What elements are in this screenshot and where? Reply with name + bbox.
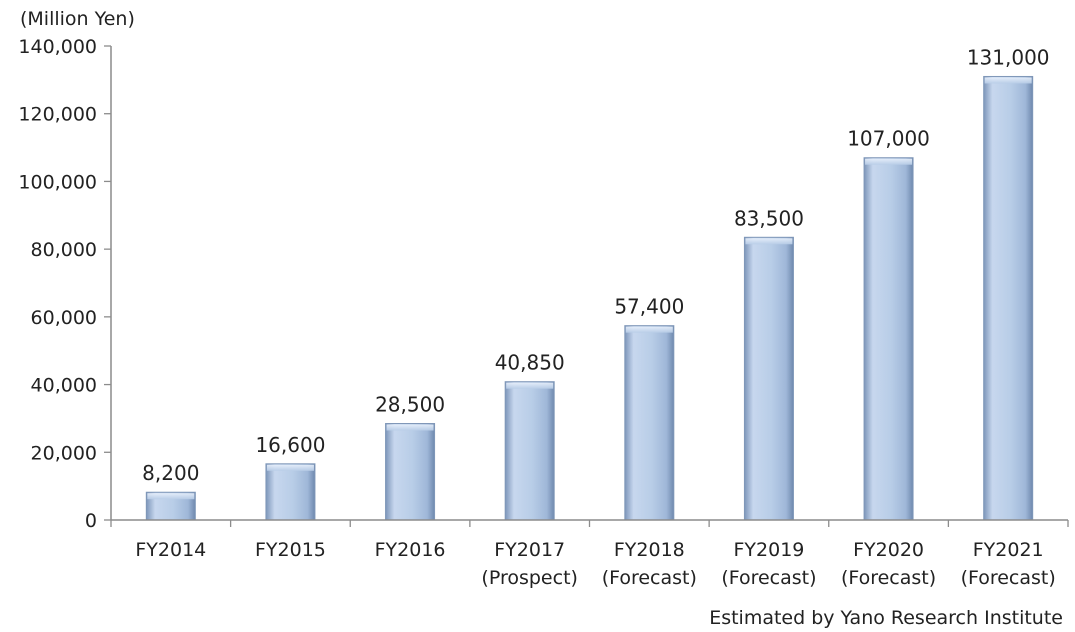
bar-top-highlight [147, 493, 195, 500]
x-category-label: FY2015 [255, 539, 326, 561]
data-label: 40,850 [495, 351, 565, 375]
bar-top-highlight [984, 77, 1032, 84]
x-category-sublabel: (Prospect) [481, 567, 578, 589]
y-tick-label: 40,000 [31, 375, 97, 397]
bar-top-highlight [625, 326, 673, 333]
data-label: 83,500 [734, 206, 804, 230]
y-tick-label: 0 [85, 510, 97, 532]
x-category-sublabel: (Forecast) [721, 567, 816, 589]
bar-top-highlight [506, 382, 554, 389]
x-category-sublabel: (Forecast) [841, 567, 936, 589]
bar-top-highlight [745, 238, 793, 245]
data-label: 8,200 [142, 461, 199, 485]
x-category-label: FY2014 [135, 539, 206, 561]
bar-top-highlight [865, 158, 913, 165]
bar [504, 381, 555, 521]
y-tick-label: 140,000 [18, 36, 97, 58]
y-tick-label: 100,000 [18, 171, 97, 193]
bar-top-highlight [386, 424, 434, 431]
x-category-label: FY2021 [973, 539, 1044, 561]
data-label: 131,000 [967, 45, 1050, 69]
bar [863, 157, 914, 521]
x-category-label: FY2016 [375, 539, 446, 561]
y-tick-label: 120,000 [18, 104, 97, 126]
bar [983, 75, 1034, 521]
y-tick-label: 60,000 [31, 307, 97, 329]
source-note: Estimated by Yano Research Institute [709, 607, 1063, 629]
x-category-label: FY2019 [733, 539, 804, 561]
data-label: 28,500 [375, 393, 445, 417]
data-label: 16,600 [255, 433, 325, 457]
x-category-label: FY2018 [614, 539, 685, 561]
bar [265, 463, 316, 521]
bar [385, 423, 436, 521]
data-label: 57,400 [614, 295, 684, 319]
x-category-sublabel: (Forecast) [961, 567, 1056, 589]
y-tick-label: 20,000 [31, 442, 97, 464]
bar [743, 236, 794, 521]
x-category-sublabel: (Forecast) [602, 567, 697, 589]
y-axis-unit-label: (Million Yen) [20, 8, 135, 30]
bar [624, 325, 675, 521]
x-category-label: FY2020 [853, 539, 924, 561]
y-tick-label: 80,000 [31, 239, 97, 261]
bar-top-highlight [266, 464, 314, 471]
x-category-label: FY2017 [494, 539, 565, 561]
data-label: 107,000 [847, 127, 930, 151]
